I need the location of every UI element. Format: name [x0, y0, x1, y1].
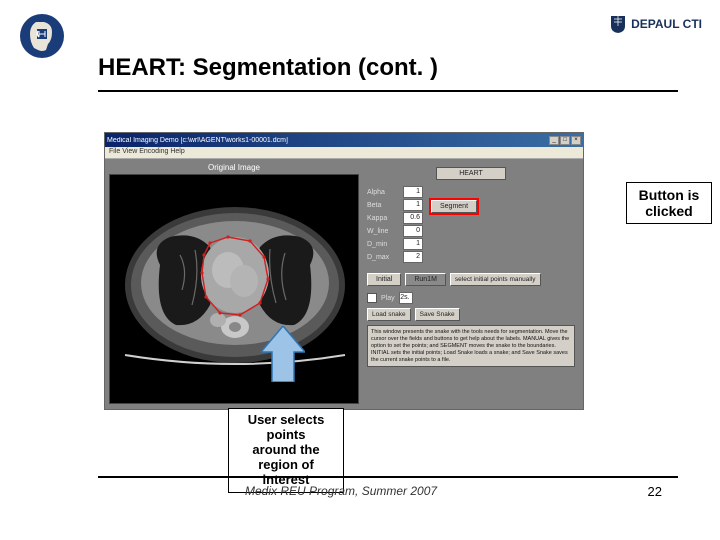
page-number: 22	[648, 484, 662, 499]
shield-icon	[609, 14, 627, 34]
dmin-input[interactable]: 1	[403, 238, 423, 250]
app-body: Original Image	[105, 159, 583, 409]
speed-input[interactable]: 2s.	[399, 292, 413, 304]
kappa-label: Kappa	[367, 215, 399, 222]
ct-scan-image[interactable]	[109, 174, 359, 404]
image-panel: Original Image	[109, 163, 359, 405]
annotation-arrow-up	[261, 326, 305, 382]
annotation-user-selects: User selects points around the region of…	[228, 408, 344, 493]
beta-label: Beta	[367, 202, 399, 209]
dmin-label: D_min	[367, 241, 399, 248]
window-title: Medical Imaging Demo [c:\wrl\AGENT\works…	[107, 137, 288, 144]
annotation-button-clicked: Button is clicked	[626, 182, 712, 224]
beta-input[interactable]: 1	[403, 199, 423, 211]
minimize-icon[interactable]: _	[549, 136, 559, 145]
load-snake-button[interactable]: Load snake	[367, 308, 411, 321]
run1m-button[interactable]: Run1M	[405, 273, 446, 286]
help-text-block: This window presents the snake with the …	[367, 325, 575, 367]
segment-button[interactable]: Segment	[431, 200, 477, 213]
depaul-label: DEPAUL CTI	[631, 17, 702, 31]
dmax-input[interactable]: 2	[403, 251, 423, 263]
annotation-button-clicked-text: Button is clicked	[639, 187, 700, 219]
kappa-input[interactable]: 0.6	[403, 212, 423, 224]
alpha-label: Alpha	[367, 189, 399, 196]
footer-divider	[98, 476, 678, 478]
play-label: Play	[381, 295, 395, 302]
slide-title: HEART: Segmentation (cont. )	[98, 54, 438, 82]
wline-input[interactable]: 0	[403, 225, 423, 237]
menu-bar[interactable]: File View Encoding Help	[105, 147, 583, 159]
image-panel-title: Original Image	[109, 163, 359, 172]
head-profile-logo	[18, 12, 66, 60]
save-snake-button[interactable]: Save Snake	[415, 308, 460, 321]
maximize-icon[interactable]: □	[560, 136, 570, 145]
wline-label: W_line	[367, 228, 399, 235]
select-manual-button[interactable]: select initial points manually	[450, 273, 541, 286]
window-controls: _ □ ×	[549, 136, 581, 145]
control-panel: HEART Alpha 1 Beta 1 Kappa 0.6 W_line 0 D_mi…	[365, 163, 579, 405]
alpha-input[interactable]: 1	[403, 186, 423, 198]
close-icon[interactable]: ×	[571, 136, 581, 145]
play-checkbox[interactable]	[367, 293, 377, 303]
organ-selector[interactable]: HEART	[436, 167, 506, 180]
title-divider	[98, 90, 678, 92]
initial-button[interactable]: Initial	[367, 273, 401, 286]
footer-text: Medix REU Program, Summer 2007	[245, 484, 437, 498]
app-window: Medical Imaging Demo [c:\wrl\AGENT\works…	[104, 132, 584, 410]
depaul-logo: DEPAUL CTI	[609, 14, 702, 34]
dmax-label: D_max	[367, 254, 399, 261]
window-titlebar: Medical Imaging Demo [c:\wrl\AGENT\works…	[105, 133, 583, 147]
